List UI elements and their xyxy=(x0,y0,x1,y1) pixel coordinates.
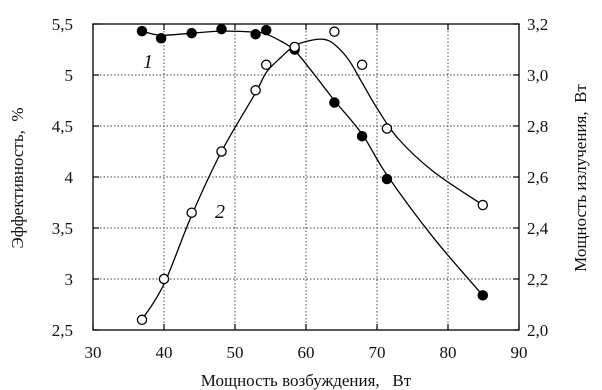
x-axis-title: Мощность возбуждения, Вт xyxy=(201,371,412,390)
x-tick-label: 40 xyxy=(156,343,173,362)
series-2-point xyxy=(289,41,300,53)
grid-lines xyxy=(93,24,519,330)
series-1-point xyxy=(216,23,227,35)
series-2-point xyxy=(477,199,489,211)
y2-tick-label: 3,0 xyxy=(527,66,548,85)
y-tick-label: 4 xyxy=(65,168,74,187)
y2-tick-label: 3,2 xyxy=(527,15,548,34)
series-2-point xyxy=(260,59,272,71)
series-1-curve-label: 1 xyxy=(143,51,153,73)
y2-tick-label: 2,6 xyxy=(527,168,548,187)
y-tick-label: 5 xyxy=(65,66,74,85)
series-2-point xyxy=(186,207,197,218)
series-1-point xyxy=(477,290,489,301)
y-tick-label: 5,5 xyxy=(52,15,73,34)
series-1-point xyxy=(356,130,368,142)
x-tick-label: 50 xyxy=(227,343,244,362)
x-tick-label: 30 xyxy=(85,343,102,362)
y2-tick-label: 2,8 xyxy=(527,117,548,136)
series-2-line xyxy=(141,38,484,321)
series-2-point xyxy=(136,314,148,326)
y2-tick-label: 2,0 xyxy=(527,321,548,340)
trend-lines xyxy=(141,30,484,321)
series-2-point xyxy=(356,59,368,71)
y-axis-title: Эффективность, % xyxy=(8,108,27,249)
series-1-point xyxy=(381,173,393,185)
y2-tick-label: 2,2 xyxy=(527,270,548,289)
y-tick-label: 3 xyxy=(65,270,74,289)
x-tick-label: 80 xyxy=(440,343,457,362)
series-1-point xyxy=(260,24,272,36)
series-2-point xyxy=(381,123,393,134)
y2-tick-label: 2,4 xyxy=(527,219,549,238)
data-points xyxy=(136,23,489,326)
y-tick-label: 4,5 xyxy=(52,117,73,136)
series-1-line xyxy=(141,30,484,296)
series-2-point xyxy=(250,85,261,96)
series-2-curve-label: 2 xyxy=(215,201,225,223)
x-tick-label: 60 xyxy=(298,343,315,362)
series-2-point xyxy=(329,26,340,37)
series-1-point xyxy=(186,27,197,39)
series-2-point xyxy=(158,273,170,285)
y-tick-label: 3,5 xyxy=(52,219,73,238)
series-1-point xyxy=(250,28,261,40)
x-tick-label: 70 xyxy=(369,343,386,362)
y2-axis-title: Мощность излучения, Вт xyxy=(571,84,590,272)
axis-ticks: 30 40 50 60 70 80 90 2,5 3 3,5 4 4,5 5 5,5 2,0 2,2 2,4 2,… xyxy=(52,15,549,362)
series-1-point xyxy=(136,25,148,37)
series-1-point xyxy=(155,33,167,44)
x-tick-label: 90 xyxy=(511,343,528,362)
y-tick-label: 2,5 xyxy=(52,321,73,340)
series-1-point xyxy=(329,97,340,108)
series-2-point xyxy=(216,146,227,157)
